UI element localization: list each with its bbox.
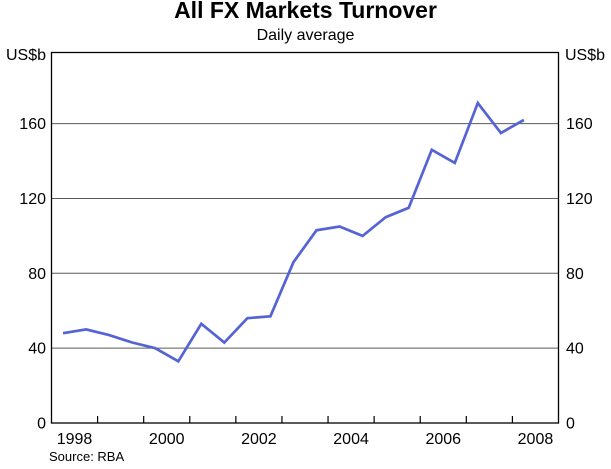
x-tick-label: 1998 xyxy=(57,431,93,448)
y-tick-label-right: 0 xyxy=(566,416,575,433)
y-axis-unit-right: US$b xyxy=(565,47,606,64)
x-tick-label: 2008 xyxy=(518,431,554,448)
source-note: Source: RBA xyxy=(49,449,125,464)
y-tick-label-right: 120 xyxy=(566,191,593,208)
x-tick-label: 2006 xyxy=(425,431,461,448)
y-tick-label-left: 40 xyxy=(28,341,46,358)
y-tick-label-right: 40 xyxy=(566,341,584,358)
x-tick-label: 2000 xyxy=(149,431,185,448)
y-tick-label-right: 80 xyxy=(566,266,584,283)
fx-turnover-series-line xyxy=(62,100,525,364)
y-tick-label-left: 160 xyxy=(19,116,46,133)
y-tick-label-left: 0 xyxy=(37,416,46,433)
x-tick-label: 2002 xyxy=(241,431,277,448)
chart-subtitle: Daily average xyxy=(256,27,355,44)
y-axis-unit-left: US$b xyxy=(5,47,46,64)
chart-title: All FX Markets Turnover xyxy=(174,0,437,23)
x-tick-label: 2004 xyxy=(333,431,369,448)
y-tick-label-left: 80 xyxy=(28,266,46,283)
y-tick-label-left: 120 xyxy=(19,191,46,208)
y-tick-label-right: 160 xyxy=(566,116,593,133)
